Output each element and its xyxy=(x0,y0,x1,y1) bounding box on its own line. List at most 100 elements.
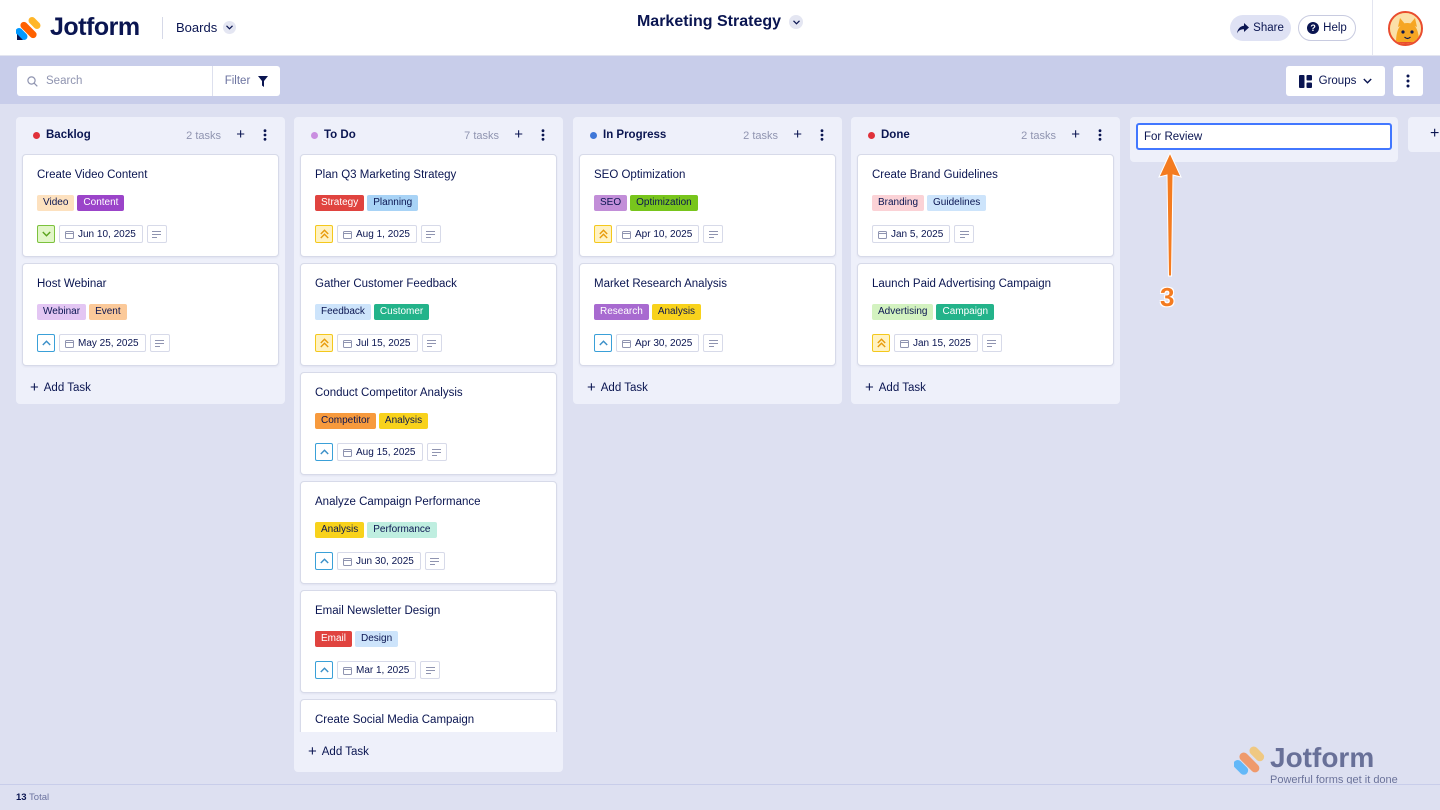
due-date-text: Aug 15, 2025 xyxy=(356,446,416,458)
add-card-button[interactable]: + xyxy=(793,126,802,143)
priority-high-icon[interactable] xyxy=(872,334,890,352)
chevron-down-icon[interactable] xyxy=(789,15,804,29)
add-task-button[interactable]: + Add Task xyxy=(16,372,285,404)
due-date[interactable]: Jun 30, 2025 xyxy=(337,552,421,570)
column-task-count: 7 tasks xyxy=(464,130,499,142)
due-date[interactable]: Aug 15, 2025 xyxy=(337,443,423,461)
priority-medium-icon[interactable] xyxy=(315,443,333,461)
priority-medium-icon[interactable] xyxy=(37,334,55,352)
due-date[interactable]: Jan 15, 2025 xyxy=(894,334,978,352)
task-card[interactable]: Create Brand Guidelines Branding Guideline… xyxy=(857,154,1114,257)
task-card[interactable]: Host Webinar Webinar Event May 25, 2025 xyxy=(22,263,279,366)
description-icon[interactable] xyxy=(954,225,975,243)
column-menu-button[interactable] xyxy=(1098,129,1102,144)
tag: Campaign xyxy=(936,304,995,320)
column-color-dot xyxy=(33,132,40,139)
column-menu-button[interactable] xyxy=(541,129,545,144)
card-meta: Jun 30, 2025 xyxy=(315,552,445,570)
total-count: 13 xyxy=(16,792,27,803)
description-icon[interactable] xyxy=(420,661,441,679)
column-color-dot xyxy=(868,132,875,139)
due-date[interactable]: May 25, 2025 xyxy=(59,334,146,352)
due-date[interactable]: Jul 15, 2025 xyxy=(337,334,418,352)
task-card[interactable]: Plan Q3 Marketing Strategy Strategy Planni… xyxy=(300,154,557,257)
priority-medium-icon[interactable] xyxy=(315,552,333,570)
priority-high-icon[interactable] xyxy=(315,334,333,352)
column-title[interactable]: Done xyxy=(881,129,910,141)
card-tags: Analysis Performance xyxy=(315,522,437,538)
column-name-input[interactable] xyxy=(1136,123,1392,150)
description-icon[interactable] xyxy=(703,334,724,352)
description-icon[interactable] xyxy=(981,334,1002,352)
calendar-icon xyxy=(622,339,631,348)
task-card[interactable]: Email Newsletter Design Email Design Mar 1,… xyxy=(300,590,557,693)
due-date[interactable]: Apr 30, 2025 xyxy=(616,334,700,352)
priority-low-icon[interactable] xyxy=(37,225,55,243)
description-icon[interactable] xyxy=(426,443,447,461)
column-title[interactable]: Backlog xyxy=(46,129,91,141)
column-menu-button[interactable] xyxy=(263,129,267,144)
help-button[interactable]: ? Help xyxy=(1298,15,1356,41)
chevron-down-icon xyxy=(1363,78,1373,84)
description-icon[interactable] xyxy=(146,225,167,243)
jotform-logo-icon xyxy=(16,16,41,40)
priority-medium-icon[interactable] xyxy=(315,661,333,679)
description-icon[interactable] xyxy=(424,552,445,570)
filter-label: Filter xyxy=(224,75,251,87)
priority-high-icon[interactable] xyxy=(315,225,333,243)
task-card[interactable]: Create Video Content Video Content Jun 10, … xyxy=(22,154,279,257)
card-title: Plan Q3 Marketing Strategy xyxy=(315,169,457,181)
add-card-button[interactable]: + xyxy=(236,126,245,143)
add-column-button[interactable]: + xyxy=(1408,117,1440,152)
groups-dropdown[interactable]: Groups xyxy=(1286,66,1385,96)
card-list: SEO Optimization SEO Optimization Apr 10, 2… xyxy=(573,154,842,366)
boards-dropdown[interactable]: Boards xyxy=(176,20,237,35)
calendar-icon xyxy=(878,230,887,239)
due-date[interactable]: Aug 1, 2025 xyxy=(337,225,417,243)
share-button[interactable]: Share xyxy=(1230,15,1291,41)
due-date[interactable]: Jan 5, 2025 xyxy=(872,225,951,243)
card-tags: Email Design xyxy=(315,631,399,647)
share-icon xyxy=(1237,22,1250,33)
tag: SEO xyxy=(594,195,628,211)
add-card-button[interactable]: + xyxy=(514,126,523,143)
jotform-logo[interactable]: Jotform xyxy=(16,13,140,42)
tag: Webinar xyxy=(37,304,87,320)
filter-button[interactable]: Filter xyxy=(212,66,280,96)
column-menu-button[interactable] xyxy=(820,129,824,144)
description-icon[interactable] xyxy=(420,225,441,243)
task-card[interactable]: Launch Paid Advertising Campaign Advertis… xyxy=(857,263,1114,366)
board-title[interactable]: Marketing Strategy xyxy=(0,13,1440,31)
due-date[interactable]: Jun 10, 2025 xyxy=(59,225,143,243)
kebab-icon xyxy=(1406,74,1410,88)
card-title: Create Social Media Campaign xyxy=(315,714,475,726)
description-icon[interactable] xyxy=(149,334,170,352)
add-task-button[interactable]: + Add Task xyxy=(294,736,369,768)
card-title: Analyze Campaign Performance xyxy=(315,496,481,508)
column-title[interactable]: In Progress xyxy=(603,129,667,141)
task-card[interactable]: Conduct Competitor Analysis Competitor Ana… xyxy=(300,372,557,475)
description-icon[interactable] xyxy=(703,225,724,243)
more-options-button[interactable] xyxy=(1393,66,1423,96)
task-card[interactable]: SEO Optimization SEO Optimization Apr 10, 2… xyxy=(579,154,836,257)
description-icon[interactable] xyxy=(421,334,442,352)
avatar[interactable] xyxy=(1388,11,1423,46)
add-card-button[interactable]: + xyxy=(1071,126,1080,143)
add-task-button[interactable]: + Add Task xyxy=(851,372,1120,404)
priority-medium-icon[interactable] xyxy=(594,334,612,352)
priority-high-icon[interactable] xyxy=(594,225,612,243)
search-input[interactable]: Search xyxy=(17,66,212,96)
due-date[interactable]: Mar 1, 2025 xyxy=(337,661,417,679)
tag: Research xyxy=(594,304,649,320)
task-card[interactable]: Market Research Analysis Research Analysis… xyxy=(579,263,836,366)
column-color-dot xyxy=(311,132,318,139)
card-list: Plan Q3 Marketing Strategy Strategy Planni… xyxy=(294,154,563,732)
annotation-number: 3 xyxy=(1160,282,1175,312)
due-date[interactable]: Apr 10, 2025 xyxy=(616,225,700,243)
column-task-count: 2 tasks xyxy=(186,130,221,142)
task-card[interactable]: Gather Customer Feedback Feedback Customer… xyxy=(300,263,557,366)
task-card[interactable]: Analyze Campaign Performance Analysis Perf… xyxy=(300,481,557,584)
add-task-button[interactable]: + Add Task xyxy=(573,372,842,404)
column-title[interactable]: To Do xyxy=(324,129,356,141)
task-card[interactable]: Create Social Media Campaign xyxy=(300,699,557,732)
